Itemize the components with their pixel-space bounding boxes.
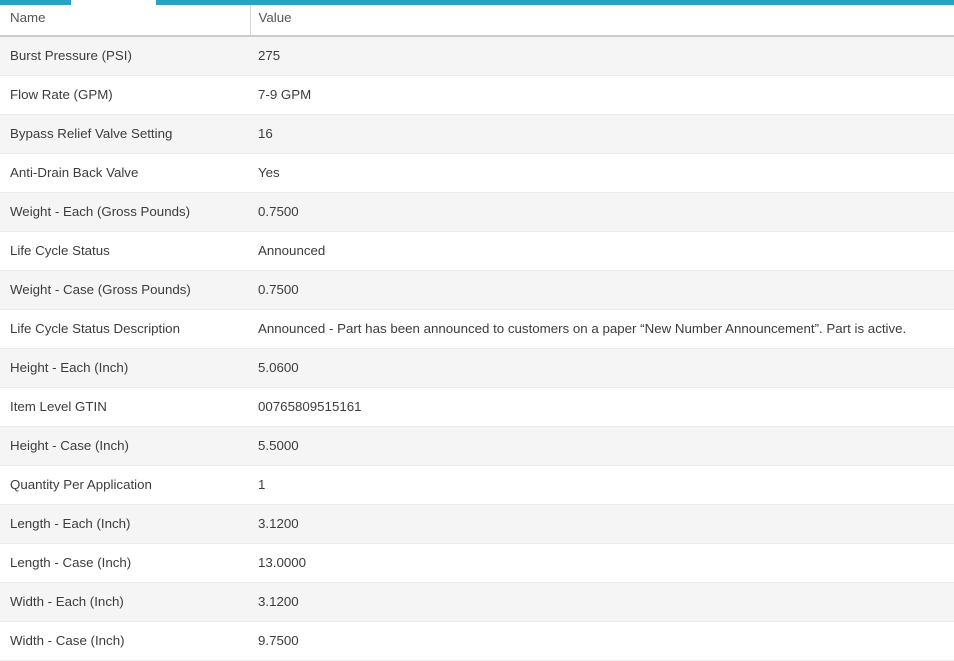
spec-name-cell: Bypass Relief Valve Setting: [0, 114, 250, 154]
column-header-value[interactable]: Value: [249, 5, 954, 37]
table-row: Item Level GTIN 00765809515161: [0, 387, 954, 427]
table-row: Height - Case (Inch) 5.5000: [0, 426, 954, 466]
spec-name-cell: Length - Case (Inch): [0, 543, 250, 583]
table-row: Anti-Drain Back Valve Yes: [0, 153, 954, 193]
spec-name-cell: Anti-Drain Back Valve: [0, 153, 250, 193]
table-row: Bypass Relief Valve Setting 16: [0, 114, 954, 154]
spec-name-cell: Height - Each (Inch): [0, 348, 250, 388]
spec-value-cell: 13.0000: [250, 543, 954, 583]
table-row: Weight - Each (Gross Pounds) 0.7500: [0, 192, 954, 232]
table-row: Life Cycle Status Description Announced -…: [0, 309, 954, 349]
table-body: Burst Pressure (PSI) 275 Flow Rate (GPM) 7-…: [0, 36, 954, 661]
spec-name-cell: Burst Pressure (PSI): [0, 36, 250, 76]
spec-value-cell: Announced: [250, 231, 954, 271]
spec-name-cell: Item Level GTIN: [0, 387, 250, 427]
spec-value-cell: Yes: [250, 153, 954, 193]
table-row: Weight - Case (Gross Pounds) 0.7500: [0, 270, 954, 310]
tab-active-indicator[interactable]: [71, 0, 156, 5]
spec-value-cell: 5.5000: [250, 426, 954, 466]
table-row: Width - Case (Inch) 9.7500: [0, 621, 954, 661]
spec-name-cell: Weight - Each (Gross Pounds): [0, 192, 250, 232]
spec-name-cell: Weight - Case (Gross Pounds): [0, 270, 250, 310]
spec-name-cell: Length - Each (Inch): [0, 504, 250, 544]
spec-value-cell: Announced - Part has been announced to c…: [250, 309, 954, 349]
table-row: Quantity Per Application 1: [0, 465, 954, 505]
table-header-row: Name Value: [0, 5, 954, 37]
spec-value-cell: 7-9 GPM: [250, 75, 954, 115]
column-header-name[interactable]: Name: [0, 5, 250, 37]
spec-value-cell: 5.0600: [250, 348, 954, 388]
spec-value-cell: 275: [250, 36, 954, 76]
spec-name-cell: Life Cycle Status: [0, 231, 250, 271]
specifications-table: Name Value Burst Pressure (PSI) 275 Flow R…: [0, 5, 954, 661]
table-row: Length - Case (Inch) 13.0000: [0, 543, 954, 583]
table-header: Name Value: [0, 5, 954, 37]
table-row: Width - Each (Inch) 3.1200: [0, 582, 954, 622]
spec-value-cell: 3.1200: [250, 504, 954, 544]
table-row: Flow Rate (GPM) 7-9 GPM: [0, 75, 954, 115]
spec-value-cell: 16: [250, 114, 954, 154]
spec-value-cell: 00765809515161: [250, 387, 954, 427]
table-row: Life Cycle Status Announced: [0, 231, 954, 271]
table-row: Burst Pressure (PSI) 275: [0, 36, 954, 76]
spec-name-cell: Flow Rate (GPM): [0, 75, 250, 115]
spec-value-cell: 1: [250, 465, 954, 505]
table-row: Height - Each (Inch) 5.0600: [0, 348, 954, 388]
spec-value-cell: 9.7500: [250, 621, 954, 661]
spec-value-cell: 0.7500: [250, 270, 954, 310]
table-row: Length - Each (Inch) 3.1200: [0, 504, 954, 544]
spec-name-cell: Width - Case (Inch): [0, 621, 250, 661]
tab-strip: [0, 0, 954, 5]
spec-value-cell: 0.7500: [250, 192, 954, 232]
spec-name-cell: Height - Case (Inch): [0, 426, 250, 466]
spec-name-cell: Width - Each (Inch): [0, 582, 250, 622]
spec-name-cell: Life Cycle Status Description: [0, 309, 250, 349]
spec-value-cell: 3.1200: [250, 582, 954, 622]
spec-name-cell: Quantity Per Application: [0, 465, 250, 505]
